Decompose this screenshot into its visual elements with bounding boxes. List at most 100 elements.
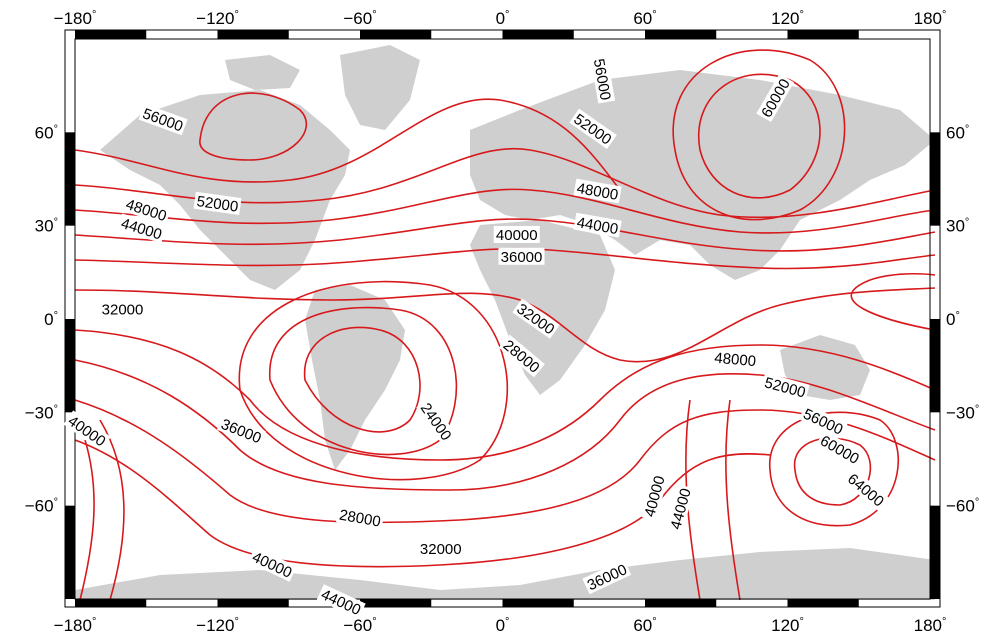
contour-label-text: 44000 [575,214,619,238]
frame-segment-top [75,30,147,39]
contour-line [74,98,621,191]
frame-segment-top [645,30,717,39]
contour-label-background [247,546,297,582]
contour-label-background [756,73,795,123]
lon-tick-label-top: −60° [343,9,376,28]
arctic-islands-land [225,55,300,90]
frame-segment-bottom [360,599,432,607]
contour-label-background [117,213,167,244]
lat-tick-label-right: −30° [946,403,979,422]
contour-label-text: 24000 [417,400,455,444]
contour-label-text: 44000 [667,487,694,532]
contour-label: 48000 [711,348,759,371]
map-frame [64,29,941,608]
frame-checker-segments [65,30,940,607]
contour-line [725,399,741,601]
contour-label-background [590,55,616,104]
frame-segment-left [65,319,75,413]
axis-tick-labels: −180° −180° −120° −120° −60° −60° 0° 0° 60° 60° 12… [25,9,980,635]
contour-label: 32000 [417,540,464,558]
contour-label-background [843,468,890,512]
contour-label: 40000 [493,226,540,244]
lat-tick-label-right: −60° [946,497,979,516]
contour-label-background [573,212,622,238]
contour-label: 44000 [573,212,622,238]
contour-label-background [417,540,464,558]
contour-label-background [815,430,865,469]
lat-tick-label-left: 30° [35,217,58,236]
contour-label-background [193,191,242,216]
contour-label-background [798,403,848,439]
contour-label: 36000 [498,247,545,266]
contour-label-background [639,471,669,521]
contour-line [303,326,421,433]
contour-label-text: 48000 [575,180,619,204]
contour-label-background [582,559,632,595]
lat-tick-label-left: −30° [25,403,58,422]
contour-label-background [138,103,188,136]
lon-tick-label-top: −180° [54,9,97,28]
south-america-land [305,285,405,470]
contour-label: 36000 [216,414,266,448]
contour-label: 64000 [843,468,890,512]
frame-segment-bottom [787,599,859,607]
field-contour-lines [74,49,936,601]
contour-label-background [498,247,545,265]
frame-segment-left [65,505,75,599]
lon-tick-label-top: 60° [633,9,656,28]
frame-segment-bottom [217,599,289,607]
contour-label-text: 32000 [102,302,144,319]
contour-label: 52000 [193,191,242,216]
contour-label-background [760,372,810,402]
lon-tick-label-bottom: 120° [771,616,804,635]
contour-label: 56000 [590,55,616,104]
contour-label-text: 32000 [420,541,462,558]
contour-line [199,92,307,161]
contour-label: 40000 [639,471,669,521]
frame-segment-top [217,30,289,39]
contour-label-text: 56000 [590,58,614,102]
lon-tick-label-bottom: −60° [343,616,376,635]
frame-segment-bottom [75,599,147,607]
contour-label-background [665,484,695,534]
contour-line [74,329,936,461]
lon-tick-label-top: 180° [914,9,947,28]
contour-label-text: 48000 [714,350,757,371]
lat-tick-label-right: 30° [946,217,969,236]
lat-tick-label-left: −60° [25,497,58,516]
contour-label-background [63,410,111,451]
contour-label-background [573,178,622,204]
contour-label-background [711,348,759,370]
africa-land [470,220,615,395]
contour-line [850,272,936,331]
contour-label-background [316,584,366,620]
lon-tick-label-bottom: 0° [496,616,510,635]
contour-label-background [216,414,266,448]
contour-label-background [498,334,545,378]
contour-label-background [416,397,457,446]
frame-segment-top [787,30,859,39]
frame-segment-top [502,30,574,39]
lon-tick-label-bottom: 180° [914,616,947,635]
lon-tick-label-bottom: 60° [633,616,656,635]
frame-segment-bottom [502,599,574,607]
contour-label: 32000 [99,300,146,319]
contour-label-background [493,226,540,243]
lon-tick-label-top: 0° [496,9,510,28]
lon-tick-label-top: −120° [196,9,239,28]
contour-label-text: 40000 [641,474,668,519]
contour-label-background [335,505,385,530]
lon-tick-label-bottom: −180° [54,616,97,635]
contour-label-text: 40000 [496,227,538,244]
frame-segment-top [360,30,432,39]
contour-label-background [569,108,617,149]
frame-segment-bottom [645,599,717,607]
contour-label-background [512,298,560,339]
contour-label-text: 52000 [196,193,240,216]
frame-segment-left [65,132,75,226]
lon-tick-label-top: 120° [771,9,804,28]
contour-label-background [99,300,146,318]
contour-label: 28000 [335,505,385,531]
contour-line [672,49,846,221]
greenland-land [340,45,420,130]
